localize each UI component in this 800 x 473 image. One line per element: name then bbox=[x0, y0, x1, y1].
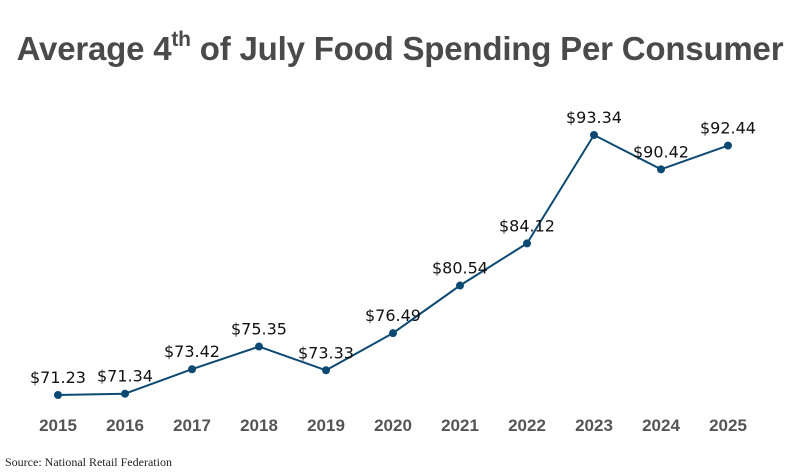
chart-title: Average 4th of July Food Spending Per Co… bbox=[0, 28, 800, 68]
data-label: $73.42 bbox=[164, 342, 220, 361]
x-tick-label: 2015 bbox=[39, 416, 77, 435]
x-tick-label: 2019 bbox=[307, 416, 345, 435]
data-label: $71.34 bbox=[97, 367, 153, 386]
title-superscript: th bbox=[171, 28, 191, 51]
data-point bbox=[322, 366, 330, 375]
title-prefix: Average 4 bbox=[16, 30, 172, 67]
x-tick-label: 2018 bbox=[240, 416, 278, 435]
data-point bbox=[456, 281, 464, 290]
x-tick-label: 2017 bbox=[173, 416, 211, 435]
data-label: $75.35 bbox=[231, 320, 287, 339]
data-label: $80.54 bbox=[432, 259, 488, 278]
source-note: Source: National Retail Federation bbox=[5, 455, 172, 469]
data-label: $76.49 bbox=[365, 306, 421, 325]
data-point bbox=[724, 141, 732, 150]
x-tick-label: 2022 bbox=[508, 416, 546, 435]
data-label: $90.42 bbox=[633, 142, 689, 161]
data-point bbox=[523, 239, 531, 248]
x-tick-label: 2023 bbox=[575, 416, 613, 435]
data-label: $71.23 bbox=[30, 368, 86, 387]
data-point bbox=[188, 365, 196, 374]
data-point bbox=[54, 391, 62, 399]
x-tick-label: 2021 bbox=[441, 416, 479, 435]
title-suffix: of July Food Spending Per Consumer bbox=[190, 30, 784, 67]
data-label: $92.44 bbox=[700, 119, 756, 138]
data-point bbox=[389, 329, 397, 338]
data-label: $93.34 bbox=[566, 108, 622, 127]
data-point bbox=[255, 342, 263, 351]
series-line bbox=[57, 133, 729, 396]
data-label: $84.12 bbox=[499, 216, 555, 235]
data-point bbox=[590, 131, 598, 139]
x-tick-label: 2024 bbox=[642, 416, 680, 435]
data-point bbox=[657, 165, 665, 174]
x-tick-label: 2020 bbox=[374, 416, 412, 435]
data-point bbox=[121, 389, 129, 398]
x-tick-label: 2025 bbox=[709, 416, 747, 435]
x-tick-label: 2016 bbox=[106, 416, 144, 435]
data-label: $73.33 bbox=[298, 343, 354, 362]
